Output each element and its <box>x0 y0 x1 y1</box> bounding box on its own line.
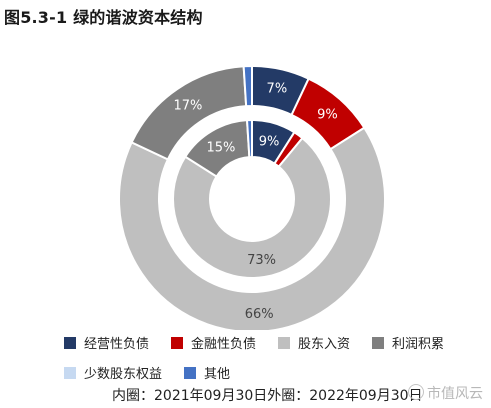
legend-label: 股东入资 <box>298 337 351 352</box>
legend-item-minority-interest: 少数股东权益 <box>64 363 162 382</box>
legend-swatch <box>184 366 197 379</box>
legend-item-retained-earnings: 利润积累 <box>372 333 444 352</box>
outer-ring-label-shareholder-capital: 66% <box>245 307 274 322</box>
nested-donut-chart: 9% 73% 15% 7% 9% 66% 17% <box>118 64 386 330</box>
inner-ring-slice-other <box>245 118 253 159</box>
legend-item-financial-liabilities: 金融性负债 <box>171 333 256 352</box>
outer-ring-slice-shareholder-capital <box>118 126 386 330</box>
legend-label: 其他 <box>204 367 231 382</box>
outer-ring-label-financial-liabilities: 9% <box>317 107 338 122</box>
watermark-text: 市值风云 <box>427 386 483 402</box>
inner-ring-label-shareholder-capital: 73% <box>247 253 276 268</box>
outer-ring-label-retained-earnings: 17% <box>173 99 202 114</box>
legend-swatch <box>372 336 385 349</box>
chart-title: 图5.3-1 绿的谐波资本结构 <box>4 8 203 27</box>
inner-ring-slice-shareholder-capital <box>172 136 332 279</box>
legend-swatch <box>64 366 76 379</box>
legend-item-other: 其他 <box>184 363 230 382</box>
legend-swatch <box>64 336 76 349</box>
legend-swatch <box>278 336 291 349</box>
legend-label: 利润积累 <box>392 337 445 352</box>
watermark: 市值风云 <box>408 383 483 403</box>
ring-period-note: 内圈：2021年09月30日外圈：2022年09月30日 <box>112 388 423 404</box>
outer-ring-slice-other <box>242 64 253 108</box>
legend-label: 金融性负债 <box>191 337 257 352</box>
legend-label: 经营性负债 <box>84 337 150 352</box>
inner-ring-label-operating-liabilities: 9% <box>259 134 280 149</box>
legend-swatch <box>171 336 184 349</box>
outer-ring-label-operating-liabilities: 7% <box>267 82 288 97</box>
legend-item-shareholder-capital: 股东入资 <box>278 333 350 352</box>
watermark-logo-icon <box>408 384 424 400</box>
chart-legend: 经营性负债 金融性负债 股东入资 利润积累 少数股东权益 其他 <box>64 333 464 382</box>
inner-ring-label-retained-earnings: 15% <box>206 140 235 155</box>
legend-item-operating-liabilities: 经营性负债 <box>64 333 149 352</box>
legend-label: 少数股东权益 <box>84 367 163 382</box>
